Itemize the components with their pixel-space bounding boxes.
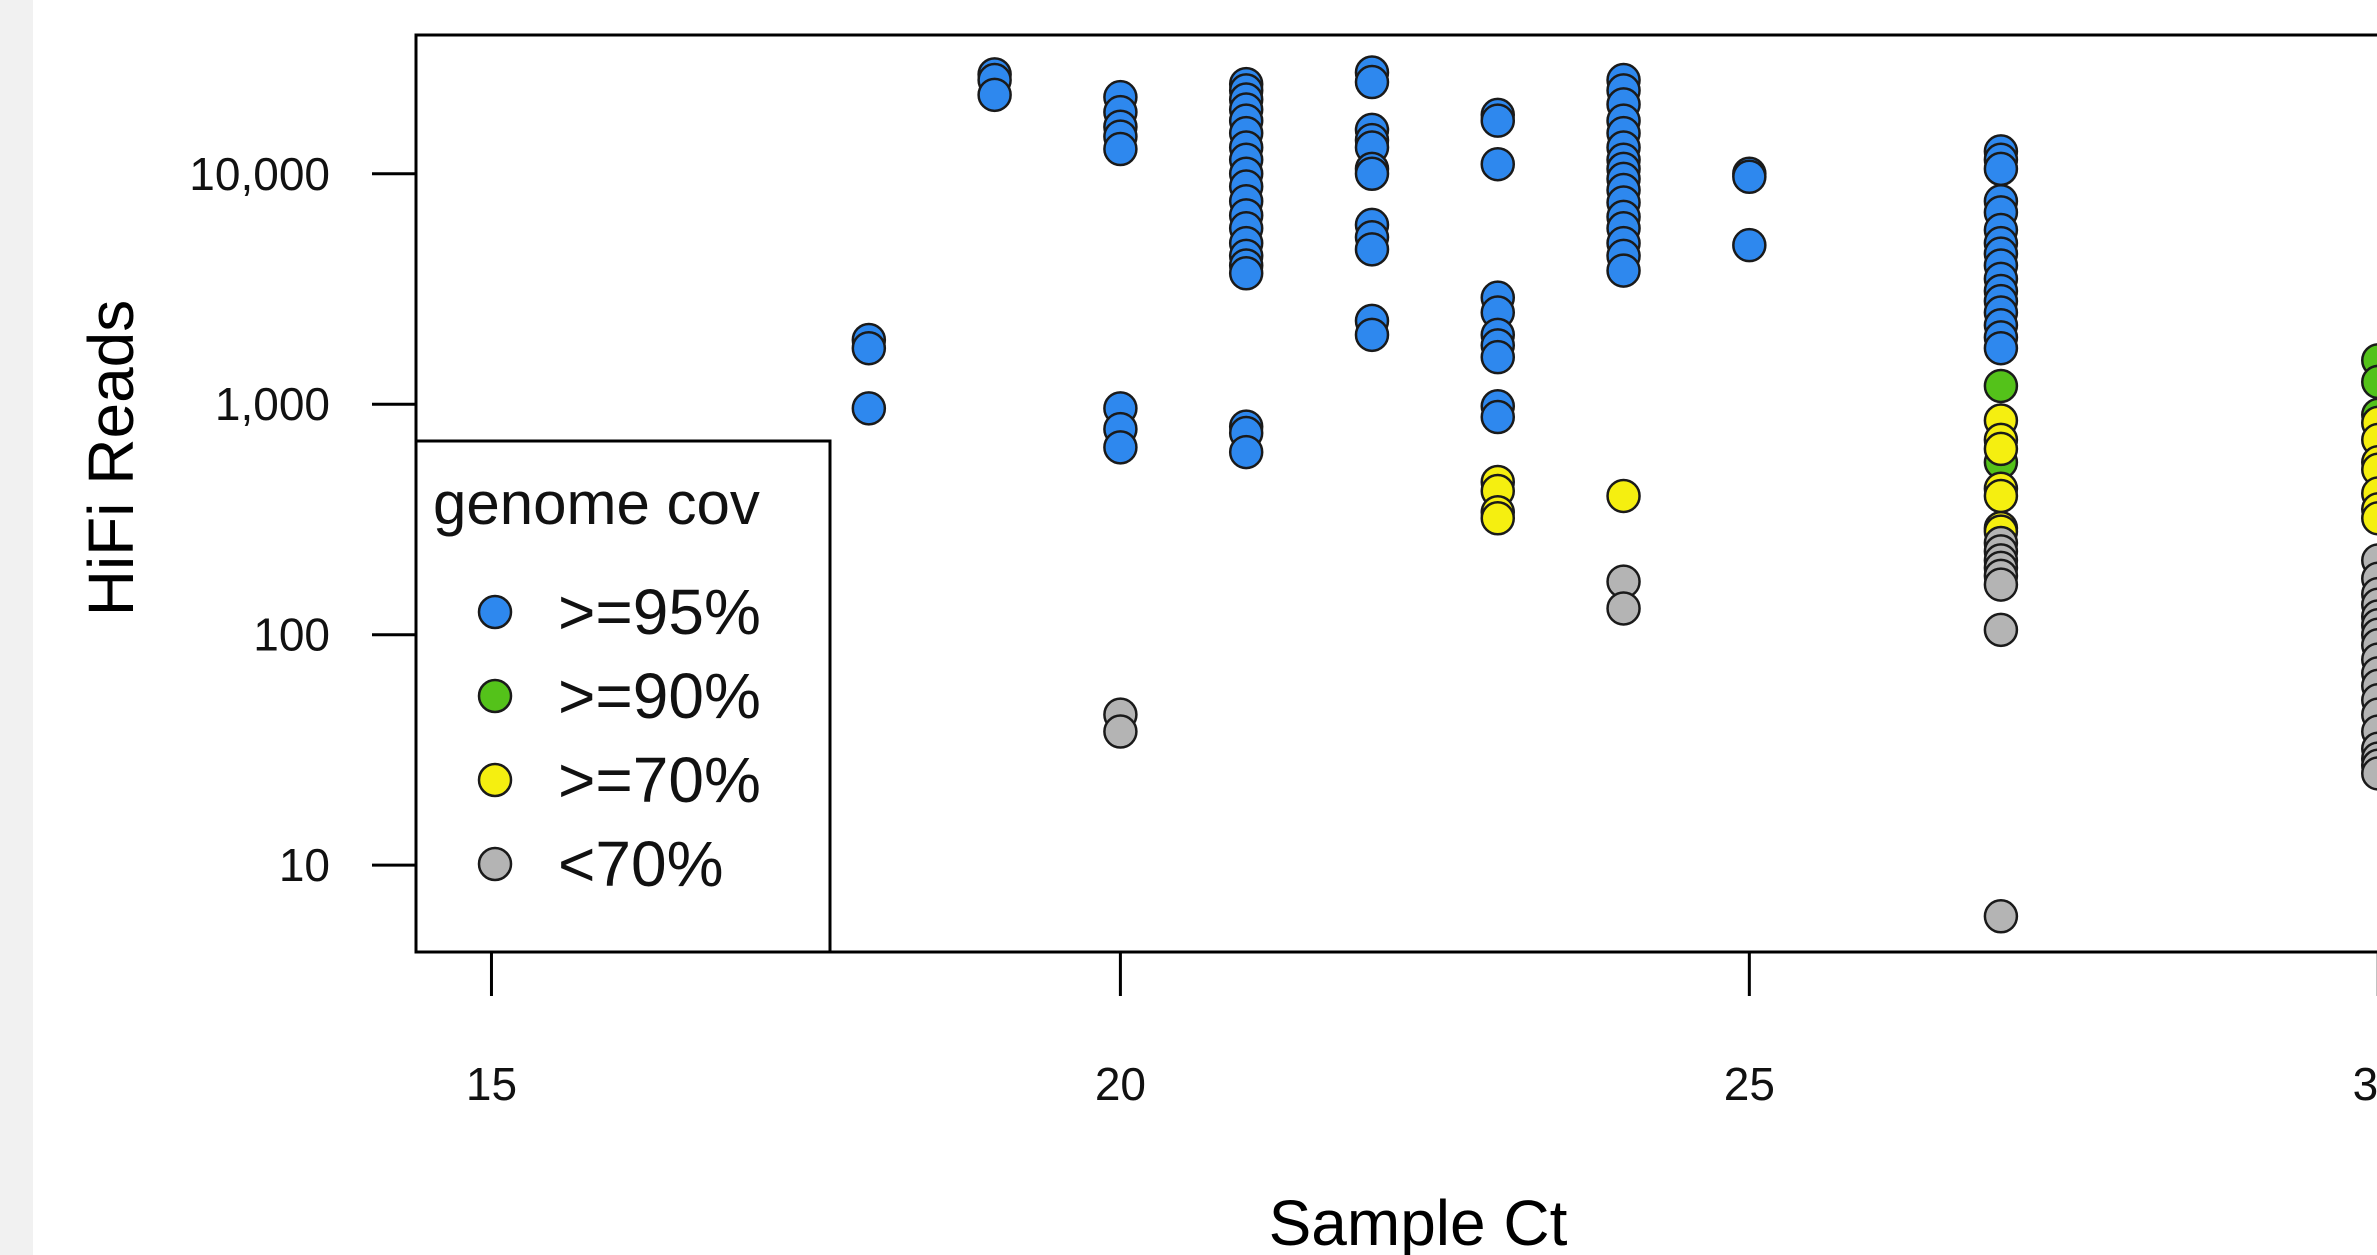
- data-point: [1983, 899, 2019, 934]
- y-tick-label: 100: [253, 609, 330, 661]
- data-point: [977, 77, 1012, 113]
- data-point: [1480, 501, 1516, 536]
- data-point: [1103, 430, 1138, 465]
- data-point: [1606, 478, 1641, 514]
- data-point: [1983, 330, 2019, 366]
- y-axis: 10 100 1,000 10,000: [189, 148, 416, 891]
- legend-items: >=95% >=90% >=70% <70%: [477, 576, 761, 900]
- y-tick-label: 10: [279, 839, 330, 891]
- data-point: [1103, 714, 1138, 749]
- data-point: [2361, 756, 2377, 791]
- data-point: [1983, 368, 2019, 404]
- x-tick-label: 15: [466, 1058, 517, 1110]
- y-tick-label: 1,000: [215, 378, 330, 430]
- data-point: [1983, 567, 2019, 602]
- x-axis-title: Sample Ct: [1269, 1187, 1568, 1255]
- data-point: [1606, 253, 1641, 288]
- data-point: [1732, 159, 1767, 195]
- data-point: [1228, 256, 1264, 291]
- data-point: [1354, 156, 1390, 192]
- data-point: [1983, 478, 2019, 514]
- page-margin-strip: [0, 0, 33, 1255]
- legend-label: >=95%: [558, 576, 761, 648]
- x-axis: 15 20 25 30: [466, 952, 2377, 1110]
- legend-title: genome cov: [433, 470, 760, 537]
- data-point: [1103, 131, 1138, 167]
- data-point: [1983, 431, 2019, 467]
- data-point: [1480, 339, 1516, 375]
- x-tick-label: 20: [1095, 1058, 1146, 1110]
- data-point: [1732, 227, 1767, 263]
- data-point: [1480, 103, 1516, 138]
- legend-label: >=70%: [558, 744, 761, 816]
- data-points: [851, 55, 2377, 934]
- legend-marker: [477, 594, 513, 630]
- y-tick-label: 10,000: [189, 148, 330, 200]
- data-point: [851, 330, 887, 366]
- data-point: [1354, 64, 1390, 100]
- legend-marker: [477, 846, 513, 882]
- data-point: [1606, 591, 1641, 626]
- legend-marker: [477, 762, 513, 798]
- data-point: [2361, 501, 2377, 536]
- x-tick-label: 25: [1724, 1058, 1775, 1110]
- data-point: [1983, 151, 2019, 187]
- data-point: [2361, 364, 2377, 400]
- data-point: [1354, 232, 1390, 267]
- x-tick-label: 30: [2353, 1058, 2377, 1110]
- data-point: [1228, 434, 1264, 470]
- data-point: [851, 391, 887, 426]
- y-axis-title: HiFi Reads: [75, 300, 147, 617]
- legend-marker: [477, 678, 513, 714]
- data-point: [1983, 612, 2019, 648]
- legend-label: <70%: [558, 828, 723, 900]
- legend: genome cov >=95% >=90% >=70% <70%: [414, 439, 832, 954]
- data-point: [1480, 399, 1516, 435]
- data-point: [1354, 317, 1390, 353]
- legend-label: >=90%: [558, 660, 761, 732]
- data-point: [1480, 146, 1516, 182]
